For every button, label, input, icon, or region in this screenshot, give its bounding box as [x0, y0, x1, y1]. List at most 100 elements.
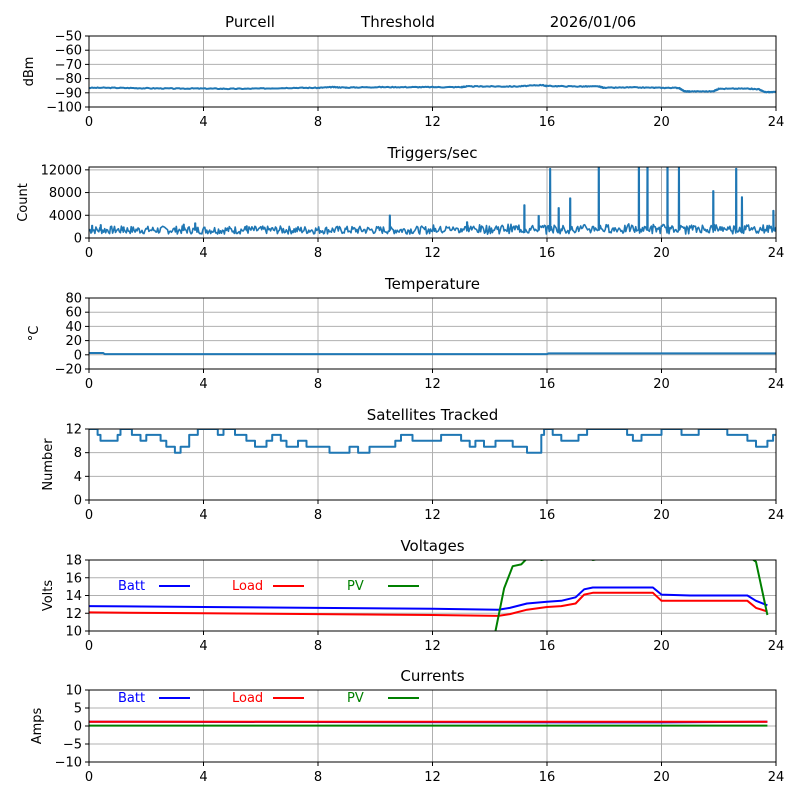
series-group	[89, 429, 776, 454]
x-tick-label: 24	[768, 508, 785, 523]
axes-frame	[88, 559, 777, 632]
x-tick-label: 0	[85, 770, 93, 785]
y-axis-label: dBm	[22, 57, 37, 87]
y-tick-label: −5	[63, 738, 82, 753]
x-tick-label: 20	[653, 115, 670, 130]
x-tick-label: 20	[653, 246, 670, 261]
x-tick-label: 20	[653, 377, 670, 392]
x-tick-label: 12	[424, 115, 441, 130]
legend-label-load: Load	[232, 579, 263, 594]
y-tick-label: 0	[74, 494, 82, 509]
x-tick-label: 12	[424, 377, 441, 392]
legend-label-pv: PV	[347, 691, 364, 706]
y-tick-label: 12	[65, 423, 82, 438]
x-tick-label: 0	[85, 639, 93, 654]
y-axis-label: Number	[41, 438, 56, 491]
header-date: 2026/01/06	[550, 13, 636, 31]
x-tick-label: 4	[199, 770, 207, 785]
axes-frame	[88, 166, 777, 239]
series-group	[89, 560, 769, 631]
series-line-satellites	[89, 429, 776, 454]
x-tick-label: 24	[768, 377, 785, 392]
series-line-pv	[494, 560, 769, 631]
y-axis-label: °C	[27, 326, 42, 342]
header-site: Purcell	[225, 13, 275, 31]
x-tick-label: 4	[199, 639, 207, 654]
legend-label-batt: Batt	[118, 691, 145, 706]
y-tick-label: 5	[74, 702, 82, 717]
panel-1: 0 4 8 12 16 20 24 12000 8000 4000 0 Triggers/sec Cou…	[16, 144, 784, 261]
y-tick-label: −50	[55, 30, 82, 45]
axes-frame	[88, 297, 777, 370]
x-tick-label: 8	[314, 770, 322, 785]
y-tick-label: 80	[65, 292, 82, 307]
y-axis-label: Volts	[41, 580, 56, 612]
x-tick-label: 20	[653, 770, 670, 785]
y-tick-label: 14	[65, 589, 82, 604]
series-group	[89, 720, 768, 727]
panel-title: Satellites Tracked	[367, 406, 498, 424]
panel-0: 0 4 8 12 16 20 24 −50−60−70−80−90−100 dBm	[22, 30, 784, 131]
y-tick-label: −90	[55, 86, 82, 101]
x-tick-label: 12	[424, 770, 441, 785]
x-tick-label: 4	[199, 246, 207, 261]
y-tick-label: −60	[55, 44, 82, 59]
y-axis-label: Amps	[30, 707, 45, 744]
x-tick-label: 0	[85, 377, 93, 392]
y-tick-label: 18	[65, 554, 82, 569]
series-group	[89, 83, 776, 94]
x-tick-label: 8	[314, 639, 322, 654]
x-tick-label: 12	[424, 246, 441, 261]
x-tick-label: 24	[768, 246, 785, 261]
y-tick-label: −70	[55, 58, 82, 73]
axes-frame	[88, 428, 777, 501]
x-tick-label: 8	[314, 377, 322, 392]
y-tick-label: 16	[65, 571, 82, 586]
x-tick-label: 24	[768, 639, 785, 654]
x-tick-label: 8	[314, 115, 322, 130]
series-line-threshold	[89, 83, 776, 94]
y-tick-label: 40	[65, 320, 82, 335]
y-tick-label: 8000	[49, 186, 82, 201]
y-tick-label: 10	[65, 684, 82, 699]
legend-label-load: Load	[232, 691, 263, 706]
y-tick-label: 60	[65, 306, 82, 321]
panel-5: 0 4 8 12 16 20 24 10 5 0 −5 −10 Currents Amps Batt Load…	[30, 667, 784, 785]
series-line-triggers	[89, 167, 776, 235]
y-tick-label: 0	[74, 232, 82, 247]
panel-title: Triggers/sec	[387, 144, 478, 162]
x-tick-label: 8	[314, 246, 322, 261]
x-tick-label: 16	[539, 770, 556, 785]
y-tick-label: 8	[74, 446, 82, 461]
series-group	[89, 167, 776, 235]
y-tick-label: 12	[65, 607, 82, 622]
x-tick-label: 12	[424, 639, 441, 654]
x-tick-label: 16	[539, 115, 556, 130]
series-line-temperature	[89, 352, 776, 356]
x-tick-label: 24	[768, 770, 785, 785]
legend-label-batt: Batt	[118, 579, 145, 594]
x-tick-label: 16	[539, 508, 556, 523]
y-axis-label: Count	[16, 183, 31, 222]
axes-frame	[88, 689, 777, 763]
x-tick-label: 8	[314, 508, 322, 523]
legend-label-pv: PV	[347, 579, 364, 594]
y-tick-label: −10	[55, 756, 82, 771]
x-tick-label: 4	[199, 508, 207, 523]
series-group	[89, 352, 776, 356]
x-tick-label: 16	[539, 377, 556, 392]
x-tick-label: 4	[199, 377, 207, 392]
y-tick-label: 4000	[49, 209, 82, 224]
x-tick-label: 0	[85, 246, 93, 261]
y-tick-label: 0	[74, 720, 82, 735]
panel-title: Temperature	[384, 275, 480, 293]
x-tick-label: 16	[539, 246, 556, 261]
panel-4: 0 4 8 12 16 20 24 18 16 14 12 10 Voltages Volts Batt Lo…	[41, 537, 784, 654]
axes-frame	[88, 35, 777, 108]
y-tick-label: 10	[65, 625, 82, 640]
header-mode: Threshold	[360, 13, 435, 31]
x-tick-label: 4	[199, 115, 207, 130]
x-tick-label: 20	[653, 508, 670, 523]
